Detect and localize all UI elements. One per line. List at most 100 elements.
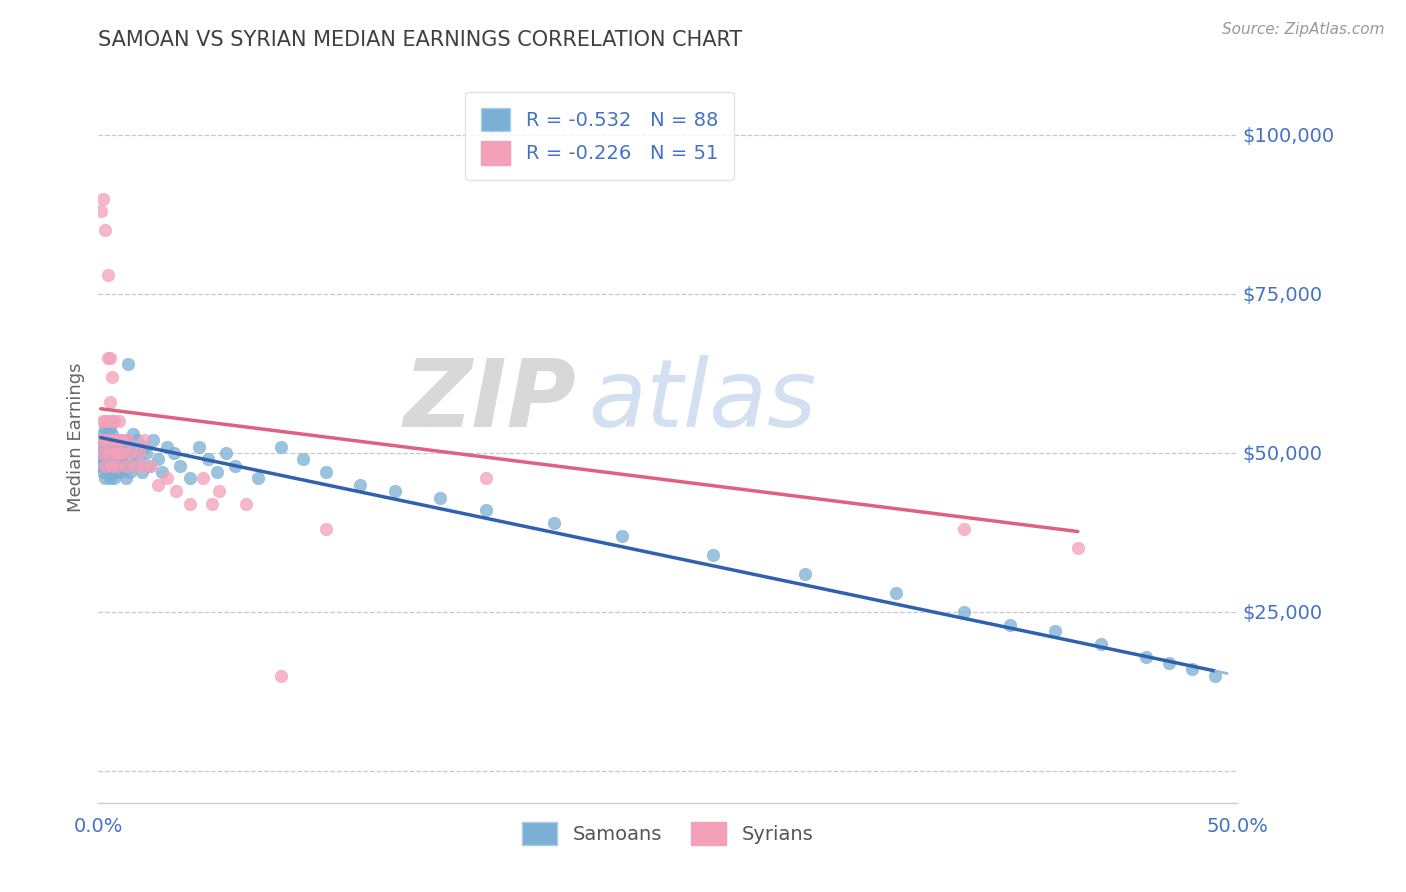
Point bbox=[543, 516, 565, 530]
Point bbox=[127, 434, 149, 448]
Point bbox=[112, 458, 135, 473]
Point bbox=[315, 522, 337, 536]
Text: ZIP: ZIP bbox=[404, 354, 576, 447]
Point bbox=[110, 440, 132, 454]
Point bbox=[146, 452, 169, 467]
Point bbox=[90, 434, 112, 448]
Point bbox=[105, 434, 128, 448]
Point bbox=[124, 458, 146, 473]
Point bbox=[103, 458, 125, 473]
Point bbox=[96, 414, 118, 428]
Point bbox=[179, 471, 201, 485]
Text: atlas: atlas bbox=[588, 355, 817, 446]
Point bbox=[120, 452, 142, 467]
Point bbox=[101, 369, 124, 384]
Point bbox=[110, 434, 132, 448]
Point bbox=[108, 458, 131, 473]
Point bbox=[91, 426, 114, 441]
Point bbox=[105, 452, 128, 467]
Point bbox=[201, 497, 224, 511]
Point bbox=[121, 458, 143, 473]
Legend: Samoans, Syrians: Samoans, Syrians bbox=[509, 808, 827, 859]
Point bbox=[702, 548, 724, 562]
Point bbox=[103, 434, 125, 448]
Point bbox=[98, 351, 121, 365]
Point bbox=[91, 414, 114, 428]
Point bbox=[105, 458, 128, 473]
Point bbox=[138, 458, 160, 473]
Point bbox=[120, 465, 142, 479]
Point bbox=[112, 446, 135, 460]
Point bbox=[179, 497, 201, 511]
Point bbox=[120, 446, 142, 460]
Point bbox=[108, 434, 131, 448]
Point bbox=[142, 434, 165, 448]
Point bbox=[101, 414, 124, 428]
Point bbox=[156, 471, 179, 485]
Point bbox=[110, 465, 132, 479]
Point bbox=[101, 458, 124, 473]
Point bbox=[101, 414, 124, 428]
Point bbox=[98, 395, 121, 409]
Point bbox=[953, 605, 976, 619]
Point bbox=[96, 440, 118, 454]
Point bbox=[98, 458, 121, 473]
Point bbox=[94, 420, 117, 434]
Point bbox=[139, 458, 162, 473]
Point bbox=[135, 446, 157, 460]
Point bbox=[612, 529, 634, 543]
Point bbox=[1135, 649, 1157, 664]
Point bbox=[94, 414, 117, 428]
Point bbox=[474, 471, 496, 485]
Point bbox=[349, 477, 371, 491]
Point bbox=[114, 471, 136, 485]
Point bbox=[132, 434, 155, 448]
Point bbox=[998, 617, 1021, 632]
Point bbox=[90, 434, 112, 448]
Point bbox=[114, 458, 136, 473]
Point bbox=[96, 351, 118, 365]
Point bbox=[270, 668, 292, 682]
Point bbox=[150, 465, 173, 479]
Point bbox=[108, 446, 131, 460]
Point bbox=[103, 446, 125, 460]
Point bbox=[1090, 637, 1112, 651]
Point bbox=[132, 440, 155, 454]
Point bbox=[884, 586, 907, 600]
Point bbox=[131, 465, 153, 479]
Point bbox=[101, 465, 124, 479]
Point bbox=[108, 414, 131, 428]
Point bbox=[205, 465, 228, 479]
Point bbox=[1204, 668, 1226, 682]
Point bbox=[117, 434, 139, 448]
Point bbox=[292, 452, 315, 467]
Point bbox=[90, 458, 112, 473]
Point bbox=[98, 446, 121, 460]
Point bbox=[98, 471, 121, 485]
Point bbox=[197, 452, 219, 467]
Point bbox=[96, 452, 118, 467]
Point bbox=[91, 440, 114, 454]
Point bbox=[94, 223, 117, 237]
Point bbox=[117, 357, 139, 371]
Point bbox=[224, 458, 246, 473]
Point bbox=[132, 458, 155, 473]
Point bbox=[108, 446, 131, 460]
Point bbox=[98, 434, 121, 448]
Point bbox=[953, 522, 976, 536]
Point bbox=[101, 452, 124, 467]
Point bbox=[270, 440, 292, 454]
Point bbox=[315, 465, 337, 479]
Point bbox=[98, 434, 121, 448]
Point bbox=[94, 434, 117, 448]
Point bbox=[90, 204, 112, 219]
Point bbox=[1181, 662, 1204, 676]
Point bbox=[235, 497, 257, 511]
Point bbox=[1067, 541, 1090, 556]
Point bbox=[91, 446, 114, 460]
Point bbox=[187, 440, 209, 454]
Point bbox=[101, 440, 124, 454]
Point bbox=[94, 434, 117, 448]
Point bbox=[384, 484, 406, 499]
Point bbox=[98, 420, 121, 434]
